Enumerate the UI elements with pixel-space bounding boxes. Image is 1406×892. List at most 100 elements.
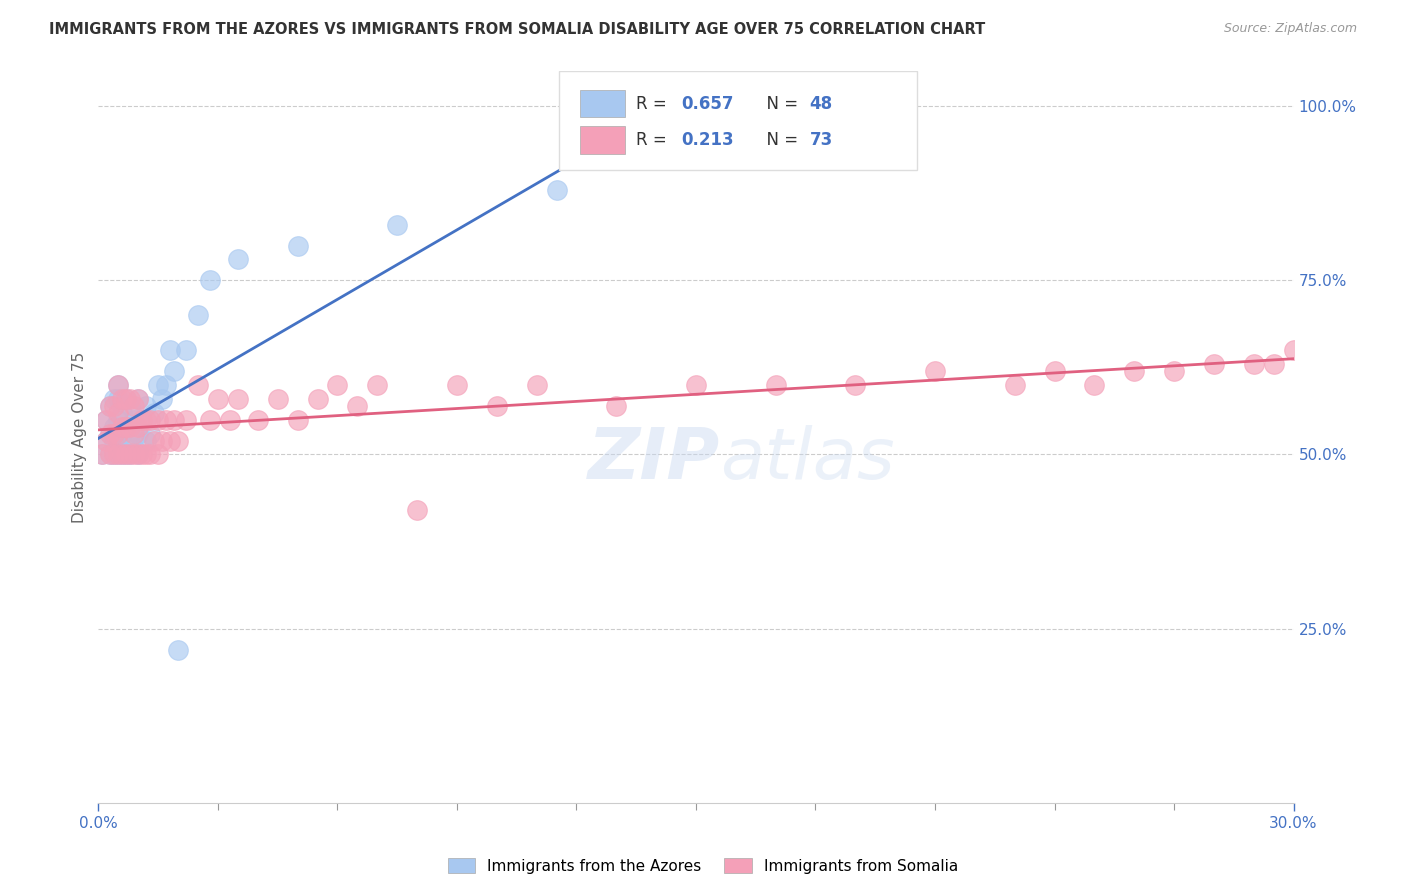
Point (115, 448, 138, 462)
Point (107, 377, 129, 392)
Point (155, 377, 177, 392)
Point (107, 434, 129, 448)
Point (155, 412, 177, 426)
Point (148, 412, 170, 426)
Point (143, 434, 166, 448)
Point (150, 392, 173, 406)
Point (131, 412, 153, 426)
Point (219, 412, 242, 426)
Point (124, 426, 146, 441)
Point (115, 392, 138, 406)
FancyBboxPatch shape (558, 71, 917, 170)
Point (115, 419, 138, 434)
Point (346, 399, 368, 413)
Point (124, 448, 146, 462)
Text: IMMIGRANTS FROM THE AZORES VS IMMIGRANTS FROM SOMALIA DISABILITY AGE OVER 75 COR: IMMIGRANTS FROM THE AZORES VS IMMIGRANTS… (49, 22, 986, 37)
Point (174, 343, 197, 357)
Point (107, 448, 129, 462)
Point (96, 412, 118, 426)
Point (107, 426, 129, 441)
Point (135, 448, 157, 462)
Point (120, 448, 142, 462)
Point (127, 426, 149, 441)
Point (139, 448, 162, 462)
Point (163, 412, 186, 426)
Point (115, 392, 138, 406)
Point (115, 448, 138, 462)
Point (131, 448, 153, 462)
Point (111, 448, 134, 462)
Point (127, 448, 149, 462)
FancyBboxPatch shape (581, 126, 626, 154)
Point (1004, 377, 1026, 392)
Point (103, 426, 125, 441)
Text: ZIP: ZIP (588, 425, 720, 493)
Point (406, 503, 429, 517)
Point (124, 441, 146, 455)
Text: 0.213: 0.213 (682, 131, 734, 149)
Point (120, 392, 142, 406)
Point (1243, 357, 1265, 371)
Point (1163, 364, 1185, 378)
Point (159, 434, 181, 448)
Point (103, 448, 125, 462)
Point (207, 392, 229, 406)
Text: N =: N = (756, 131, 803, 149)
Point (148, 377, 170, 392)
Point (226, 252, 249, 267)
Point (96, 434, 118, 448)
Point (111, 419, 134, 434)
Point (143, 406, 166, 420)
Point (150, 434, 173, 448)
Text: R =: R = (637, 95, 672, 112)
Text: 73: 73 (810, 131, 832, 149)
Text: R =: R = (637, 131, 672, 149)
Point (103, 434, 125, 448)
Point (287, 412, 309, 426)
Point (131, 412, 153, 426)
Point (163, 364, 186, 378)
Point (96, 412, 118, 426)
Point (98, 426, 122, 441)
Point (91, 448, 114, 462)
Point (267, 392, 290, 406)
Point (1202, 357, 1225, 371)
Point (485, 399, 508, 413)
Point (366, 377, 388, 392)
Point (127, 448, 149, 462)
Point (605, 399, 627, 413)
Point (115, 419, 138, 434)
Point (1043, 364, 1066, 378)
Point (103, 392, 125, 406)
Point (844, 377, 866, 392)
Point (159, 343, 181, 357)
Point (111, 448, 134, 462)
Point (187, 377, 209, 392)
Text: Source: ZipAtlas.com: Source: ZipAtlas.com (1223, 22, 1357, 36)
Point (111, 392, 134, 406)
Text: N =: N = (756, 95, 803, 112)
Point (187, 308, 209, 322)
Text: atlas: atlas (720, 425, 894, 493)
Point (167, 642, 190, 657)
Point (98, 448, 122, 462)
Point (139, 412, 162, 426)
Point (98, 399, 122, 413)
Point (226, 392, 249, 406)
Point (124, 412, 146, 426)
Point (307, 392, 329, 406)
Point (98, 448, 122, 462)
Point (174, 412, 197, 426)
Point (765, 85, 787, 99)
Point (326, 377, 349, 392)
Point (124, 399, 146, 413)
Point (135, 434, 157, 448)
Point (198, 412, 221, 426)
Point (107, 448, 129, 462)
Point (135, 399, 157, 413)
Point (1282, 343, 1305, 357)
Point (127, 392, 149, 406)
Point (198, 273, 221, 287)
Point (98, 426, 122, 441)
Point (127, 392, 149, 406)
